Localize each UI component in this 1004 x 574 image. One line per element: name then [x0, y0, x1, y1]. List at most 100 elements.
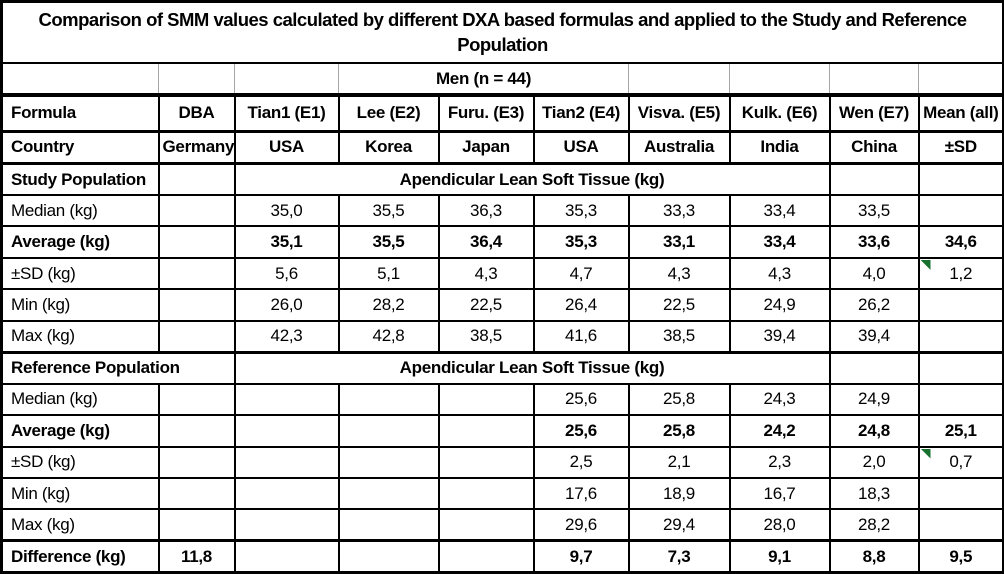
cell-value[interactable]: 33,4 — [728, 194, 831, 228]
cell-value[interactable]: 39,4 — [828, 319, 920, 354]
cell-value[interactable] — [337, 382, 440, 417]
cell-value[interactable]: 25,8 — [627, 382, 731, 417]
country-cell[interactable]: China — [828, 130, 920, 166]
country-cell[interactable]: USA — [532, 130, 630, 166]
country-cell[interactable]: Korea — [337, 130, 440, 166]
cell-value[interactable] — [157, 319, 236, 354]
cell-value[interactable] — [337, 508, 440, 543]
empty-cell[interactable] — [729, 61, 830, 98]
row-label[interactable]: Max (kg) — [0, 319, 160, 354]
cell-value[interactable] — [337, 539, 440, 574]
cell-value[interactable]: 9,1 — [728, 539, 831, 574]
cell-value[interactable]: 39,4 — [728, 319, 831, 354]
cell-value[interactable] — [157, 382, 236, 417]
cell-value[interactable]: 42,3 — [233, 319, 340, 354]
cell-value[interactable]: 2,1 — [627, 445, 731, 479]
cell-value[interactable] — [157, 508, 236, 543]
country-cell[interactable]: USA — [233, 130, 340, 166]
empty-cell[interactable] — [828, 351, 920, 385]
row-label[interactable]: Min (kg) — [0, 288, 160, 322]
cell-value[interactable] — [917, 508, 1004, 543]
cell-value[interactable]: 18,3 — [828, 476, 920, 511]
cell-value[interactable]: 25,6 — [532, 414, 630, 448]
cell-value[interactable]: 22,5 — [627, 288, 731, 322]
cell-value[interactable] — [233, 508, 340, 543]
cell-value[interactable] — [157, 256, 236, 291]
tissue-span-label[interactable]: Apendicular Lean Soft Tissue (kg) — [233, 162, 831, 197]
cell-value[interactable] — [157, 225, 236, 259]
row-label[interactable]: Average (kg) — [0, 414, 160, 448]
cell-value[interactable]: 7,3 — [627, 539, 731, 574]
column-header[interactable]: Wen (E7) — [828, 94, 920, 133]
country-cell[interactable]: ±SD — [917, 130, 1004, 166]
row-label[interactable]: ±SD (kg) — [0, 256, 160, 291]
empty-cell[interactable] — [0, 61, 159, 98]
row-label[interactable]: Country — [0, 130, 160, 166]
country-cell[interactable]: Japan — [437, 130, 535, 166]
row-label[interactable]: Max (kg) — [0, 508, 160, 543]
cell-value[interactable]: 4,3 — [627, 256, 731, 291]
cell-value[interactable]: 35,3 — [532, 194, 630, 228]
cell-value[interactable] — [157, 288, 236, 322]
cell-value[interactable] — [437, 508, 535, 543]
cell-value[interactable] — [337, 476, 440, 511]
cell-value[interactable]: 4,3 — [728, 256, 831, 291]
cell-value[interactable]: 33,1 — [627, 225, 731, 259]
cell-value[interactable]: 24,3 — [728, 382, 831, 417]
cell-value[interactable]: 26,4 — [532, 288, 630, 322]
cell-value[interactable]: 2,3 — [728, 445, 831, 479]
cell-value[interactable]: 38,5 — [437, 319, 535, 354]
cell-value[interactable]: 35,0 — [233, 194, 340, 228]
cell-value[interactable]: 18,9 — [627, 476, 731, 511]
empty-cell[interactable] — [828, 162, 920, 197]
row-label[interactable]: Median (kg) — [0, 382, 160, 417]
cell-value[interactable] — [917, 194, 1004, 228]
cell-value[interactable]: 9,5 — [917, 539, 1004, 574]
column-header[interactable]: Tian2 (E4) — [532, 94, 630, 133]
empty-cell[interactable] — [829, 61, 919, 98]
cell-value[interactable] — [337, 445, 440, 479]
column-header[interactable]: Kulk. (E6) — [728, 94, 831, 133]
cell-value[interactable]: 35,1 — [233, 225, 340, 259]
cell-value[interactable] — [917, 288, 1004, 322]
section-label[interactable]: Reference Population — [0, 351, 236, 385]
cell-value[interactable] — [437, 414, 535, 448]
cell-value[interactable] — [437, 539, 535, 574]
cell-value[interactable] — [157, 476, 236, 511]
cell-value[interactable]: 42,8 — [337, 319, 440, 354]
cell-value[interactable]: 5,1 — [337, 256, 440, 291]
cell-value[interactable]: 11,8 — [157, 539, 236, 574]
cell-value[interactable]: 33,3 — [627, 194, 731, 228]
cell-value[interactable] — [157, 194, 236, 228]
cell-value[interactable]: 28,2 — [828, 508, 920, 543]
cell-value[interactable] — [157, 445, 236, 479]
cell-value[interactable]: 5,6 — [233, 256, 340, 291]
cell-value[interactable]: 38,5 — [627, 319, 731, 354]
cell-value[interactable] — [337, 414, 440, 448]
cell-value[interactable]: 29,6 — [532, 508, 630, 543]
country-cell[interactable]: Australia — [627, 130, 731, 166]
empty-cell[interactable] — [917, 351, 1004, 385]
cell-value[interactable]: 29,4 — [627, 508, 731, 543]
cell-value[interactable]: 16,7 — [728, 476, 831, 511]
column-header[interactable]: DBA — [157, 94, 236, 133]
cell-value[interactable]: 25,1 — [917, 414, 1004, 448]
cell-value[interactable] — [233, 445, 340, 479]
cell-value[interactable]: 24,8 — [828, 414, 920, 448]
empty-cell[interactable] — [628, 61, 730, 98]
cell-value[interactable]: 25,6 — [532, 382, 630, 417]
column-header[interactable]: Furu. (E3) — [437, 94, 535, 133]
section-label[interactable]: Study Population — [0, 162, 160, 197]
empty-cell[interactable] — [157, 162, 236, 197]
cell-value[interactable]: 26,0 — [233, 288, 340, 322]
empty-cell[interactable] — [917, 162, 1004, 197]
cell-value[interactable]: 26,2 — [828, 288, 920, 322]
cell-value[interactable]: 0,7 — [917, 445, 1004, 479]
cell-value[interactable] — [917, 382, 1004, 417]
cell-value[interactable]: 35,3 — [532, 225, 630, 259]
cell-value[interactable]: 8,8 — [828, 539, 920, 574]
men-subtitle[interactable]: Men (n = 44) — [338, 61, 629, 98]
cell-value[interactable] — [437, 476, 535, 511]
row-label[interactable]: Formula — [0, 94, 160, 133]
cell-value[interactable] — [437, 382, 535, 417]
